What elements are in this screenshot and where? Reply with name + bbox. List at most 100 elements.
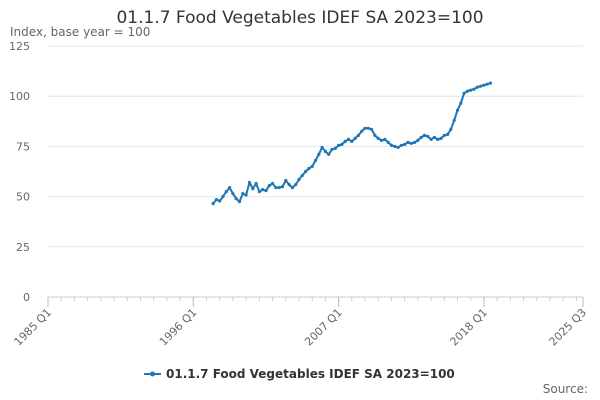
x-axis: 1985 Q1 1996 Q1 2007 Q1 2018 Q1 2025 Q3 [12,297,589,349]
data-point[interactable] [436,137,440,141]
data-point[interactable] [261,188,265,192]
y-tick-label: 125 [9,40,30,53]
data-point[interactable] [432,135,436,139]
x-tick-label: 1985 Q1 [12,306,55,349]
y-tick-label: 75 [16,140,30,153]
data-point[interactable] [254,181,258,186]
data-point[interactable] [459,101,463,105]
data-point[interactable] [313,158,318,163]
data-point[interactable] [482,83,486,87]
data-point[interactable] [469,88,473,92]
data-point[interactable] [221,195,225,199]
data-point[interactable] [214,198,218,202]
data-point[interactable] [228,186,232,190]
data-point[interactable] [274,186,278,190]
data-point[interactable] [409,141,413,145]
legend-swatch-marker [150,371,155,377]
data-point[interactable] [389,143,394,147]
data-point[interactable] [280,185,285,189]
data-point[interactable] [403,142,407,146]
data-point[interactable] [386,140,390,144]
source-label[interactable]: Source: [542,382,588,396]
data-point[interactable] [416,138,420,142]
legend[interactable]: 01.1.7 Food Vegetables IDEF SA 2023=100 [144,367,455,381]
data-point[interactable] [244,193,248,197]
data-point[interactable] [277,186,281,190]
data-point[interactable] [333,146,337,150]
data-point[interactable] [452,118,456,122]
data-point[interactable] [383,137,387,141]
data-point[interactable] [488,81,493,85]
data-point[interactable] [413,140,417,144]
data-point[interactable] [396,145,400,149]
data-point[interactable] [350,139,354,143]
data-point[interactable] [218,199,222,203]
data-point[interactable] [304,169,308,174]
series-layer [211,81,493,206]
data-point[interactable] [307,166,311,171]
data-point[interactable] [393,144,397,148]
data-point[interactable] [353,136,357,140]
data-point[interactable] [323,149,327,153]
data-point[interactable] [234,197,238,201]
data-point[interactable] [475,85,479,89]
data-point[interactable] [310,164,314,169]
data-point[interactable] [290,186,294,190]
chart-title: 01.1.7 Food Vegetables IDEF SA 2023=100 [116,8,484,28]
y-axis: 0 25 50 75 100 125 [9,40,30,304]
data-point[interactable] [346,137,351,141]
data-point[interactable] [379,138,384,142]
data-point[interactable] [264,189,268,193]
data-point[interactable] [442,133,446,137]
data-point[interactable] [284,178,288,183]
data-point[interactable] [360,129,364,133]
data-point[interactable] [465,89,469,93]
data-point[interactable] [231,192,235,196]
data-point[interactable] [330,147,334,151]
data-point[interactable] [257,190,261,194]
data-point[interactable] [462,91,466,95]
data-point[interactable] [356,133,360,137]
data-point[interactable] [419,135,423,139]
data-point[interactable] [320,145,324,149]
data-point[interactable] [399,143,403,147]
data-point[interactable] [439,136,443,140]
data-point[interactable] [449,127,453,131]
data-point[interactable] [429,137,433,141]
data-point[interactable] [294,183,298,187]
data-point[interactable] [337,143,341,147]
data-point[interactable] [247,180,252,185]
data-point[interactable] [343,139,347,143]
data-point[interactable] [300,173,304,178]
data-point[interactable] [373,133,377,137]
y-tick-label: 0 [23,291,30,304]
data-point[interactable] [267,184,271,188]
data-point[interactable] [446,132,450,136]
data-point[interactable] [455,108,460,112]
data-point[interactable] [485,82,489,86]
data-point[interactable] [472,87,476,91]
data-point[interactable] [422,133,427,137]
data-point[interactable] [237,200,242,204]
data-point[interactable] [327,152,331,156]
data-point[interactable] [363,126,367,130]
y-tick-label: 50 [16,191,30,204]
data-point[interactable] [251,187,255,191]
x-tick-label: 2007 Q1 [302,306,345,349]
data-point[interactable] [426,134,430,138]
data-point[interactable] [340,142,344,146]
data-point[interactable] [406,140,410,144]
chart-subtitle: Index, base year = 100 [10,25,151,39]
data-point[interactable] [366,126,370,130]
data-point[interactable] [376,136,380,140]
data-point[interactable] [287,183,291,187]
data-point[interactable] [317,152,321,156]
legend-label: 01.1.7 Food Vegetables IDEF SA 2023=100 [166,367,455,381]
data-point[interactable] [479,84,483,88]
data-point[interactable] [224,190,228,194]
data-point[interactable] [211,202,215,206]
data-point[interactable] [271,181,275,186]
data-point[interactable] [370,127,374,131]
data-point[interactable] [297,177,301,182]
data-point[interactable] [241,192,245,196]
